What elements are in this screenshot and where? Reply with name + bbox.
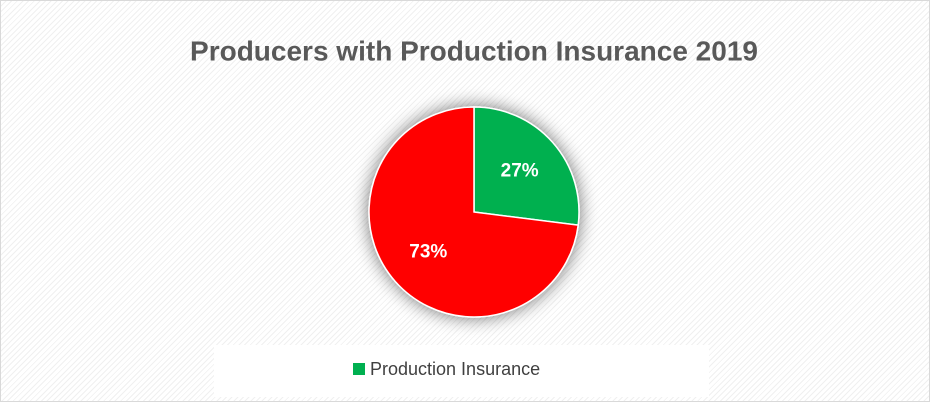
data-label: 27% <box>501 161 539 182</box>
pie <box>368 106 580 318</box>
pie-slice <box>473 106 580 226</box>
legend-box <box>214 345 709 397</box>
chart-title: Producers with Production Insurance 2019 <box>190 35 758 66</box>
pie-slice <box>368 106 580 318</box>
data-label: 73% <box>409 241 447 262</box>
legend-label: Production Insurance <box>370 359 540 379</box>
legend-swatch <box>353 363 365 375</box>
